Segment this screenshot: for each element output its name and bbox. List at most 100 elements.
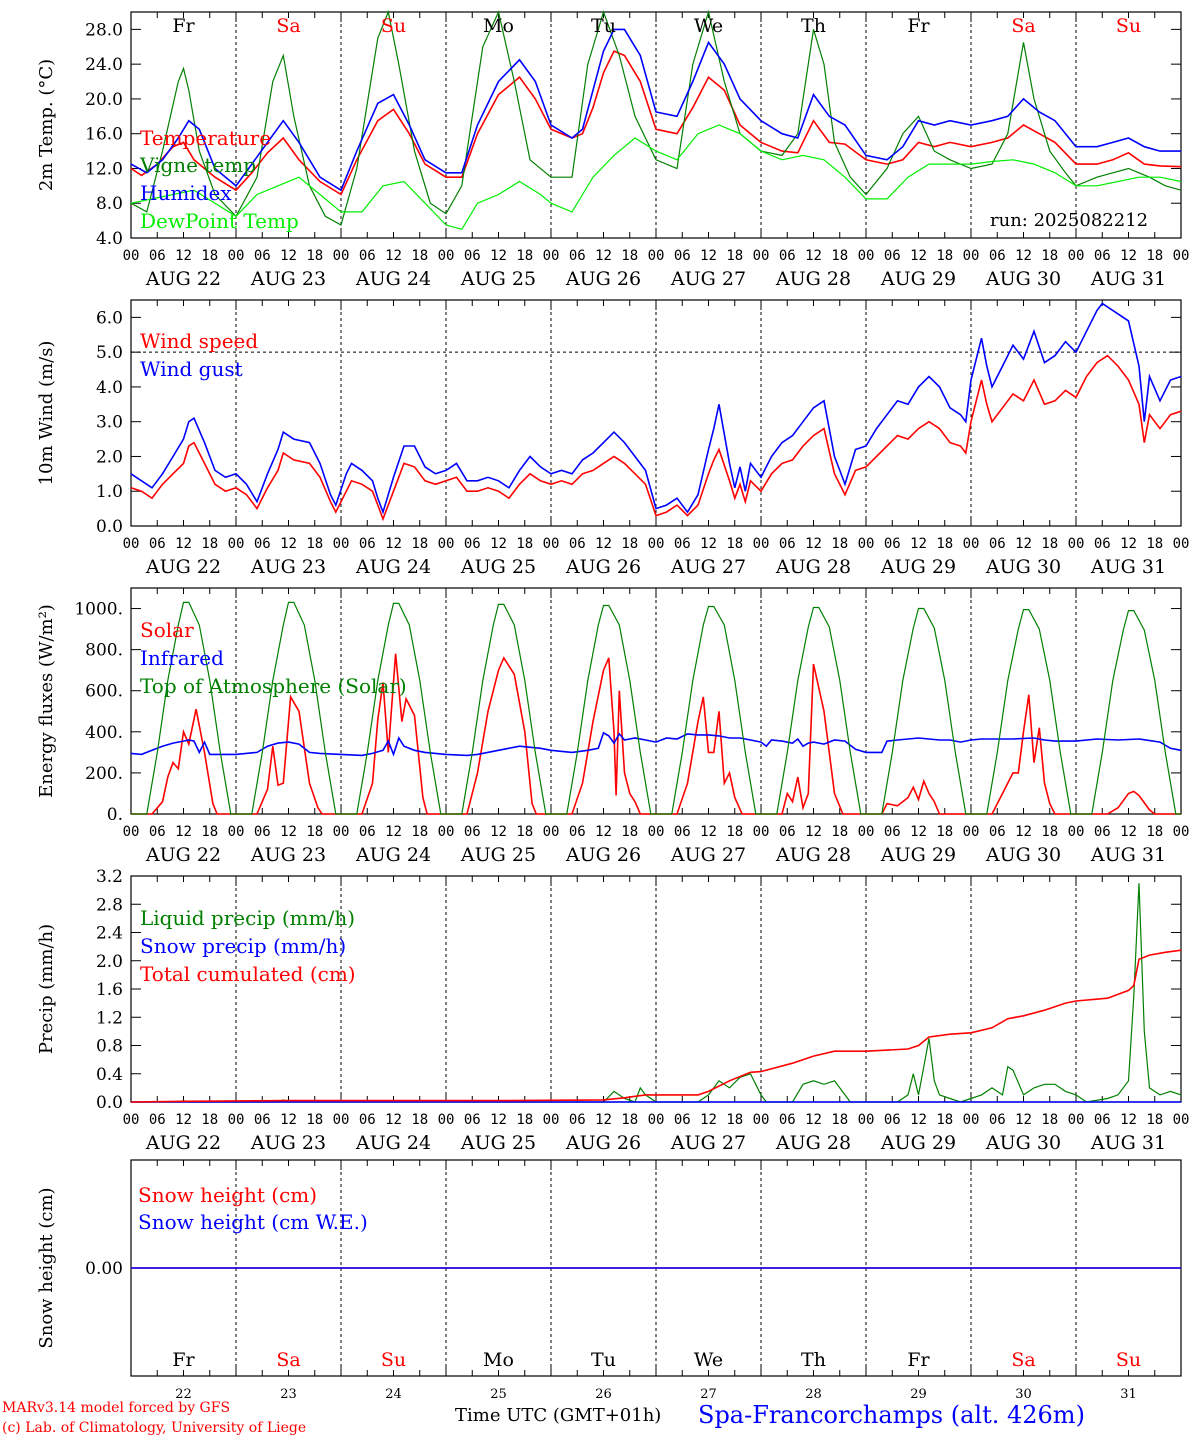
y-tick-label: 1.6 <box>96 980 123 1000</box>
hour-label: 00 <box>1173 248 1190 264</box>
y-tick-label: 0.0 <box>96 517 123 537</box>
date-label: AUG 23 <box>250 844 326 866</box>
y-tick-label: 1.2 <box>96 1008 123 1028</box>
hour-label: 06 <box>464 824 481 840</box>
hour-label: 00 <box>333 536 350 552</box>
hour-label: 18 <box>726 536 743 552</box>
date-label: AUG 24 <box>355 268 431 290</box>
day-name-top: Su <box>1116 15 1141 37</box>
hour-label: 00 <box>753 824 770 840</box>
hour-label: 18 <box>936 536 953 552</box>
hour-label: 00 <box>228 536 245 552</box>
day-name-top: Su <box>381 15 406 37</box>
hour-label: 00 <box>858 248 875 264</box>
hour-label: 00 <box>858 824 875 840</box>
hour-label: 06 <box>989 1112 1006 1128</box>
day-number: 28 <box>805 1387 822 1402</box>
hour-label: 06 <box>989 248 1006 264</box>
hour-label: 00 <box>333 248 350 264</box>
hour-label: 00 <box>543 824 560 840</box>
hour-label: 18 <box>306 536 323 552</box>
hour-label: 06 <box>1094 536 1111 552</box>
hour-label: 06 <box>464 1112 481 1128</box>
hour-label: 00 <box>1173 1112 1190 1128</box>
day-name-bottom: Fr <box>907 1349 930 1371</box>
hour-label: 18 <box>831 536 848 552</box>
hour-label: 12 <box>805 1112 822 1128</box>
hour-label: 00 <box>963 248 980 264</box>
day-name-bottom: Su <box>1116 1349 1141 1371</box>
hour-label: 12 <box>595 248 612 264</box>
legend-entry: Humidex <box>140 181 232 205</box>
hour-label: 12 <box>700 536 717 552</box>
hour-label: 00 <box>228 248 245 264</box>
day-name-top: Sa <box>1011 15 1035 37</box>
date-label: AUG 28 <box>775 268 851 290</box>
hour-label: 18 <box>411 824 428 840</box>
y-tick-label: 400. <box>85 723 123 743</box>
series-line-dewpoint-temp <box>130 124 1182 230</box>
hour-label: 00 <box>963 536 980 552</box>
y-axis-label: Precip (mm/h) <box>36 924 57 1054</box>
date-label: AUG 23 <box>250 556 326 578</box>
date-label: AUG 31 <box>1090 1132 1166 1154</box>
hour-label: 06 <box>464 248 481 264</box>
date-label: AUG 25 <box>460 268 536 290</box>
hour-label: 12 <box>595 1112 612 1128</box>
hour-label: 00 <box>858 536 875 552</box>
y-axis-label: Snow height (cm) <box>36 1187 57 1348</box>
hour-label: 06 <box>989 536 1006 552</box>
y-tick-label: 0.00 <box>85 1259 123 1279</box>
hour-label: 06 <box>779 1112 796 1128</box>
legend-entry: Wind gust <box>140 357 243 381</box>
hour-label: 00 <box>123 824 140 840</box>
station-label: Spa-Francorchamps (alt. 426m) <box>698 1401 1085 1429</box>
hour-label: 18 <box>936 248 953 264</box>
hour-label: 00 <box>333 824 350 840</box>
y-tick-label: 3.2 <box>96 867 123 887</box>
hour-label: 18 <box>621 536 638 552</box>
hour-label: 12 <box>385 824 402 840</box>
date-label: AUG 29 <box>880 556 956 578</box>
hour-label: 00 <box>228 1112 245 1128</box>
day-name-bottom: Sa <box>1011 1349 1035 1371</box>
day-name-top: Fr <box>172 15 195 37</box>
hour-label: 00 <box>1173 536 1190 552</box>
hour-label: 18 <box>1146 824 1163 840</box>
hour-label: 12 <box>910 536 927 552</box>
date-label: AUG 26 <box>565 268 641 290</box>
hour-label: 06 <box>674 1112 691 1128</box>
hour-label: 00 <box>648 1112 665 1128</box>
hour-label: 12 <box>280 1112 297 1128</box>
y-axis-label: 10m Wind (m/s) <box>36 341 57 486</box>
date-label: AUG 25 <box>460 556 536 578</box>
day-name-bottom: Su <box>381 1349 406 1371</box>
hour-label: 00 <box>1068 536 1085 552</box>
hour-label: 18 <box>621 824 638 840</box>
hour-label: 06 <box>359 1112 376 1128</box>
date-label: AUG 27 <box>670 268 746 290</box>
day-number: 27 <box>700 1387 717 1402</box>
hour-label: 12 <box>1120 536 1137 552</box>
date-label: AUG 24 <box>355 1132 431 1154</box>
hour-label: 18 <box>411 1112 428 1128</box>
date-label: AUG 30 <box>985 556 1061 578</box>
hour-label: 06 <box>254 824 271 840</box>
hour-label: 00 <box>123 536 140 552</box>
hour-label: 00 <box>648 248 665 264</box>
hour-label: 18 <box>201 1112 218 1128</box>
day-name-top: Sa <box>276 15 300 37</box>
hour-label: 12 <box>385 536 402 552</box>
hour-label: 00 <box>438 536 455 552</box>
hour-label: 00 <box>438 824 455 840</box>
hour-label: 06 <box>884 248 901 264</box>
hour-label: 00 <box>753 1112 770 1128</box>
y-axis-label: 2m Temp. (°C) <box>36 59 57 191</box>
hour-label: 12 <box>280 248 297 264</box>
date-label: AUG 23 <box>250 1132 326 1154</box>
hour-label: 00 <box>438 1112 455 1128</box>
legend-entry: Liquid precip (mm/h) <box>140 906 355 930</box>
hour-label: 06 <box>464 536 481 552</box>
y-tick-label: 2.4 <box>96 924 123 944</box>
hour-label: 06 <box>569 824 586 840</box>
